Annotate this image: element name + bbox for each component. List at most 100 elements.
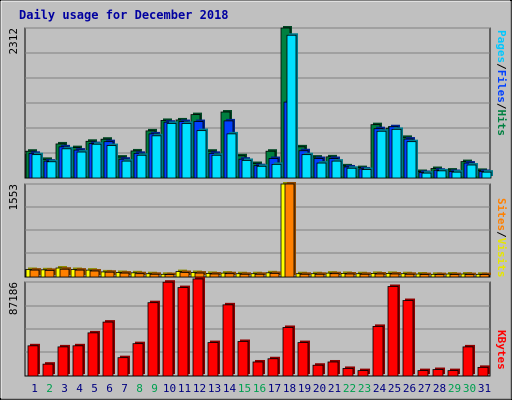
series-sites [29,182,491,278]
bar [209,272,221,278]
x-axis-day-labels: 1 2 3 4 5 6 7 8 9 10 11 12 13 14 15 16 17 18 19 20 21 22 23 24 2… [31,382,491,395]
bar-face [166,123,177,179]
bar-face [314,273,325,278]
bar [267,356,280,377]
bar-face [192,278,204,377]
bar-face [327,361,339,377]
legend-text: Sites/Visits [495,198,508,278]
bar-face [237,341,249,377]
bar [192,276,205,377]
bar [417,368,430,377]
day-label: 21 [328,382,341,395]
bar [372,324,385,377]
bar-face [282,327,294,377]
legend-entry: Files [495,70,508,103]
bar [329,271,341,278]
day-label: 1 [31,382,38,395]
bar-face [391,128,402,179]
bar-face [106,145,117,179]
panel-max-label: 1553 [7,184,20,211]
bar-face [76,151,87,179]
bar-face [372,326,384,377]
bar-face [224,273,235,278]
bar [447,368,460,377]
bar-shadow [482,272,491,275]
bar-shadow [347,272,356,275]
bar-face [121,160,132,179]
bar [481,170,493,179]
day-label: 26 [403,382,416,395]
bar [119,271,131,278]
bar [421,171,433,179]
bar [222,302,235,377]
bar-face [207,342,219,377]
bar [374,272,386,278]
bar-face [42,363,54,377]
day-label: 20 [313,382,326,395]
bar [346,166,358,179]
bar [404,272,416,278]
day-label: 25 [388,382,401,395]
bar [72,343,85,377]
bar [102,320,115,377]
bar [179,270,191,278]
legend-entry: / [495,103,508,110]
bar-shadow [302,272,311,275]
bar [389,272,401,278]
bar-face [419,274,430,278]
bar [391,127,403,179]
day-label: 14 [223,382,237,395]
bar [462,344,475,377]
bar [196,128,208,179]
bar-face [254,273,265,278]
bar-face [29,269,40,278]
bar-face [434,274,445,278]
bar [286,33,298,179]
bar [331,159,343,179]
bar-face [421,172,432,179]
bar-shadow [257,272,266,275]
bar-face [72,345,84,377]
bar-face [252,361,264,377]
bar [301,152,313,179]
chart-title: Daily usage for December 2018 [19,8,229,22]
bar-face [256,165,267,179]
bar-face [164,274,175,278]
legend-entry: Sites [495,198,508,231]
bar [42,362,55,377]
bar-shadow [317,272,326,275]
bar-face [44,270,55,278]
day-label: 6 [106,382,113,395]
bar [211,153,223,179]
bar-face [316,162,327,179]
bar [387,284,400,377]
bar [436,168,448,179]
bar [342,366,355,377]
bar [224,271,236,278]
bar [46,159,58,179]
bar [76,150,88,179]
day-label: 15 [238,382,251,395]
bar-face [149,273,160,278]
bar [89,269,101,278]
bar-shadow [452,272,461,275]
bar-face [181,123,192,179]
bar-face [102,321,114,377]
panel-kbytes: 87186 [7,276,491,377]
day-label: 27 [418,382,431,395]
bar [59,267,71,278]
bar-face [329,273,340,278]
bar-face [449,274,460,278]
bar [237,339,250,377]
bar-face [462,346,474,377]
bar [312,363,325,377]
panel-max-label: 87186 [7,282,20,315]
bar-face [346,167,357,179]
bar-face [464,274,475,278]
legend-entry: Hits [495,110,508,137]
day-label: 10 [163,382,176,395]
day-label: 30 [463,382,476,395]
bar-shadow [407,272,416,275]
bar-face [151,135,162,179]
bar [241,158,253,179]
